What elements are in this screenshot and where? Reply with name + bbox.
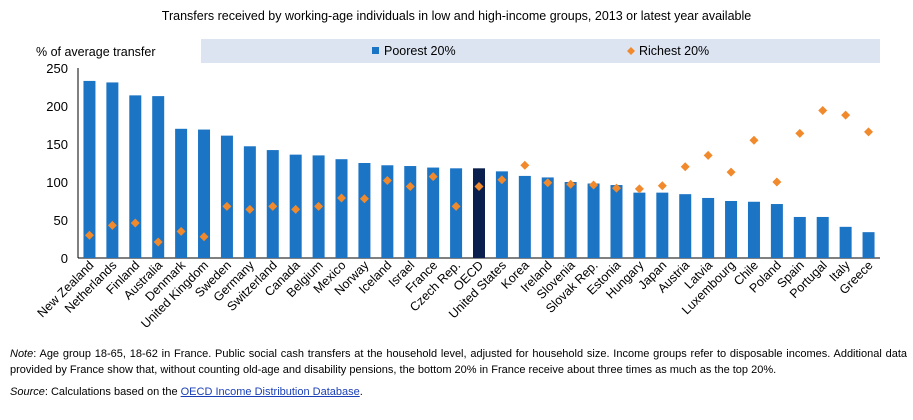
marker-richest	[543, 178, 553, 188]
chart-title: Transfers received by working-age indivi…	[161, 9, 752, 23]
marker-richest	[703, 150, 713, 160]
marker-richest	[566, 179, 576, 189]
bar-poorest	[243, 146, 256, 258]
marker-richest	[749, 135, 759, 145]
marker-richest	[428, 172, 438, 182]
y-tick-label: 150	[46, 137, 68, 152]
bar-poorest	[404, 166, 417, 258]
marker-richest	[382, 175, 392, 185]
marker-richest	[772, 177, 782, 187]
bar-poorest	[335, 159, 348, 258]
marker-richest	[795, 128, 805, 138]
bar-poorest	[564, 182, 577, 258]
bar-poorest	[747, 201, 760, 258]
marker-richest	[153, 237, 163, 247]
marker-richest	[497, 175, 507, 185]
legend-richest-label: Richest 20%	[639, 44, 709, 58]
marker-richest	[520, 160, 530, 170]
marker-richest	[84, 230, 94, 240]
bar-poorest	[541, 177, 554, 258]
y-tick-label: 100	[46, 175, 68, 190]
bar-poorest	[587, 183, 600, 258]
source-paragraph: Source: Calculations based on the OECD I…	[10, 384, 907, 400]
bar-poorest	[129, 95, 142, 258]
bar-poorest	[725, 201, 738, 258]
marker-richest	[314, 201, 324, 211]
marker-richest	[337, 193, 347, 203]
bar-poorest	[152, 96, 165, 259]
marker-richest	[291, 204, 301, 214]
marker-richest	[268, 201, 278, 211]
bar-poorest	[518, 175, 531, 258]
note-label: Note	[10, 348, 34, 360]
source-link[interactable]: OECD Income Distribution Database	[180, 386, 360, 398]
bar-poorest	[198, 129, 211, 258]
bar-poorest	[495, 171, 508, 258]
legend-poorest-label: Poorest 20%	[384, 44, 456, 58]
y-tick-label: 200	[46, 99, 68, 114]
marker-richest	[199, 232, 209, 242]
legend-poorest-swatch	[372, 47, 379, 54]
marker-richest	[864, 127, 874, 137]
bar-poorest	[381, 165, 394, 258]
marker-richest	[680, 162, 690, 172]
bar-poorest	[220, 135, 233, 258]
y-tick-label: 250	[46, 61, 68, 76]
source-label: Source	[10, 386, 45, 398]
marker-richest	[176, 226, 186, 236]
bar-poorest	[679, 194, 692, 258]
marker-richest	[841, 110, 851, 120]
bar-poorest	[358, 163, 371, 258]
marker-richest	[474, 182, 484, 192]
marker-richest	[405, 182, 415, 192]
y-tick-label: 0	[61, 251, 68, 266]
bar-poorest	[793, 216, 806, 258]
marker-richest	[611, 183, 621, 193]
bar-poorest	[839, 226, 852, 258]
bar-poorest	[816, 216, 829, 258]
bar-poorest	[610, 185, 623, 258]
bar-poorest	[450, 168, 463, 258]
bar-poorest	[633, 192, 646, 258]
bar-chart: % of average transfer050100150200250New …	[35, 39, 880, 331]
bar-poorest	[427, 167, 440, 258]
marker-richest	[657, 181, 667, 191]
chart-notes: Note: Age group 18-65, 18-62 in France. …	[10, 346, 907, 400]
marker-richest	[222, 201, 232, 211]
y-axis-label: % of average transfer	[36, 45, 156, 59]
bar-poorest	[862, 232, 875, 258]
marker-richest	[451, 201, 461, 211]
marker-richest	[107, 220, 117, 230]
note-text: : Age group 18-65, 18-62 in France. Publ…	[10, 348, 907, 376]
marker-richest	[130, 218, 140, 228]
bar-poorest	[175, 128, 188, 258]
bar-poorest	[770, 204, 783, 258]
marker-richest	[245, 204, 255, 214]
marker-richest	[818, 106, 828, 116]
bar-poorest	[702, 197, 715, 258]
legend-band	[201, 39, 880, 63]
source-text: : Calculations based on the	[44, 386, 181, 398]
bar-oecd	[473, 168, 485, 258]
y-tick-label: 50	[54, 213, 68, 228]
source-end: .	[359, 386, 363, 398]
marker-richest	[726, 167, 736, 177]
marker-richest	[634, 184, 644, 194]
bar-poorest	[656, 192, 669, 258]
marker-richest	[359, 194, 369, 204]
legend-richest-marker	[627, 47, 635, 55]
bar-poorest	[83, 80, 96, 258]
bar-poorest	[106, 82, 119, 258]
note-paragraph: Note: Age group 18-65, 18-62 in France. …	[10, 346, 907, 378]
marker-richest	[589, 180, 599, 190]
